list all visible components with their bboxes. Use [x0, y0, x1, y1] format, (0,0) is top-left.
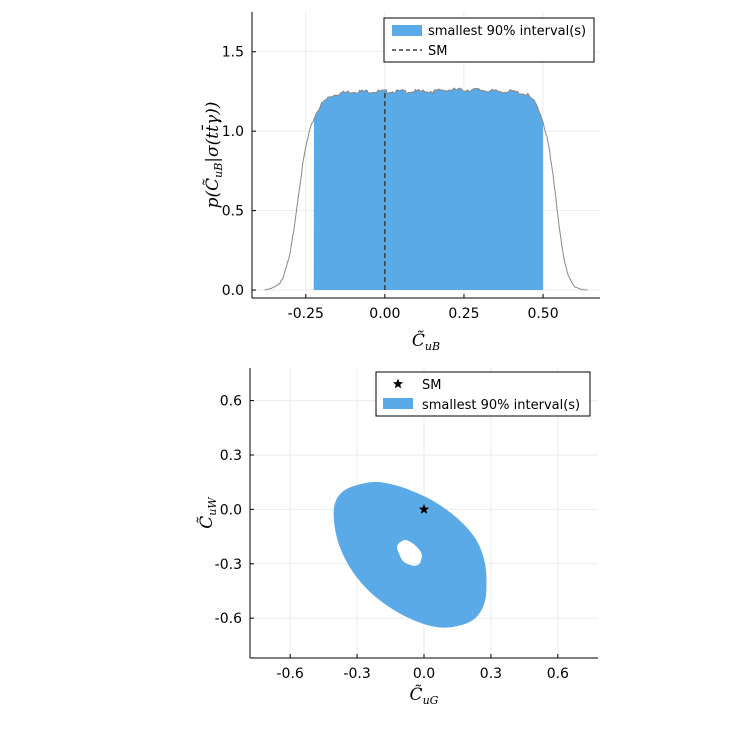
- x-tick-label: 0.3: [480, 666, 502, 682]
- legend-label-sm: SM: [422, 378, 441, 393]
- x-axis-label: C̃uG: [410, 685, 439, 707]
- y-tick-label: 1.0: [222, 124, 244, 140]
- y-tick-label: 0.5: [222, 204, 244, 220]
- y-tick-label: -0.6: [215, 611, 242, 627]
- y-tick-label: 1.5: [222, 45, 244, 61]
- x-tick-label: -0.6: [276, 666, 303, 682]
- legend-label-interval: smallest 90% interval(s): [428, 24, 586, 39]
- legend-label-sm: SM: [428, 44, 447, 59]
- y-tick-label: 0.0: [220, 502, 242, 518]
- y-axis-label-main: C̃: [197, 516, 217, 529]
- y-tick-label: -0.3: [215, 557, 242, 573]
- x-tick-label: 0.25: [448, 306, 479, 322]
- x-tick-label: 0.00: [369, 306, 400, 322]
- x-tick-label: 0.0: [413, 666, 435, 682]
- y-axis-label-sub: uB: [212, 163, 225, 178]
- x-tick-label: -0.25: [288, 306, 324, 322]
- legend-patch: [392, 25, 422, 36]
- legend-patch: [383, 398, 413, 409]
- x-axis-label-sub: uB: [425, 340, 440, 353]
- density-line: [264, 87, 588, 291]
- interval-fill: [313, 88, 544, 291]
- y-tick-label: 0.3: [220, 448, 242, 464]
- y-axis-label: p(C̃uB|σ(tt̄γ)): [200, 102, 225, 209]
- x-tick-label: 0.6: [547, 666, 569, 682]
- x-axis-label-main: C̃: [410, 685, 423, 705]
- y-axis-label-main: p(C̃: [203, 178, 223, 209]
- region-chart: -0.6 -0.3 0.0 0.3 0.6-0.6-0.30.00.30.6C̃uGC̃…: [197, 368, 598, 707]
- density-chart: -0.25 0.00 0.25 0.500.00.51.01.5C̃uBp(C̃uB|…: [200, 12, 600, 353]
- x-axis-label: C̃uB: [412, 331, 440, 353]
- legend-star-icon: [392, 378, 404, 389]
- legend-label-interval: smallest 90% interval(s): [422, 398, 580, 413]
- x-axis-label-main: C̃: [412, 331, 425, 351]
- x-axis-label-sub: uG: [423, 694, 439, 707]
- y-axis-label-sub: uW: [206, 496, 219, 516]
- interval-region: [333, 481, 487, 628]
- y-tick-label: 0.6: [220, 394, 242, 410]
- y-axis-label: C̃uW: [197, 496, 219, 529]
- y-axis-label-rest: |σ(tt̄γ)): [200, 102, 223, 163]
- x-tick-label: 0.50: [527, 306, 558, 322]
- sm-star-marker: [418, 503, 430, 514]
- y-tick-label: 0.0: [222, 283, 244, 299]
- x-tick-label: -0.3: [343, 666, 370, 682]
